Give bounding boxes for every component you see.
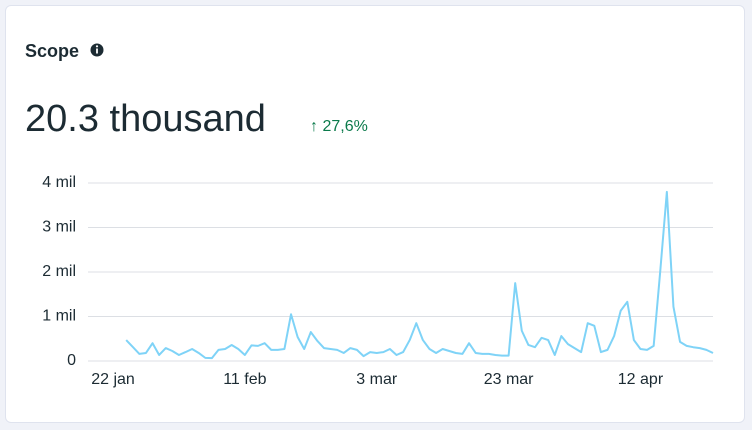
x-tick-label: 22 jan — [91, 371, 135, 388]
y-tick-label: 3 mil — [42, 219, 76, 236]
info-icon — [90, 43, 104, 57]
data-line — [125, 190, 714, 360]
x-tick-label: 23 mar — [484, 371, 534, 388]
y-tick-label: 2 mil — [42, 263, 76, 280]
summary-value: 20.3 thousand — [25, 98, 266, 140]
change: ↑ 27,6% — [310, 118, 368, 135]
chart-title: Scope — [25, 41, 79, 61]
x-tick-label: 11 feb — [223, 371, 266, 388]
y-tick-label: 1 mil — [42, 308, 76, 325]
y-tick-label: 0 — [67, 352, 76, 369]
x-tick-label: 3 mar — [356, 371, 398, 388]
y-tick-label: 4 mil — [42, 174, 76, 191]
x-tick-label: 12 apr — [618, 371, 664, 388]
